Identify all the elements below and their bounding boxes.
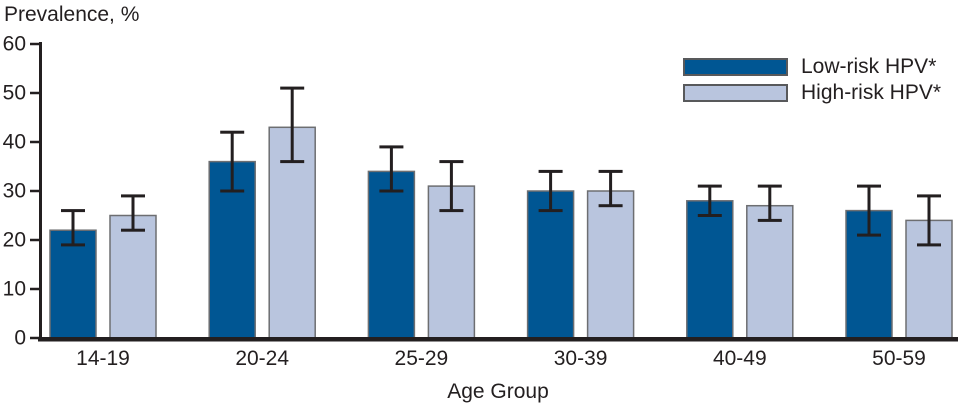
x-category-label-30-39: 30-39 <box>554 347 608 370</box>
error-bar-line-high-risk-hpv-30-39 <box>609 171 613 206</box>
bar-low-risk-hpv-25-29 <box>367 170 416 339</box>
y-tick-label: 20 <box>3 229 26 252</box>
bar-low-risk-hpv-30-39 <box>526 190 575 339</box>
bar-high-risk-hpv-30-39 <box>586 190 635 339</box>
y-tick <box>30 91 40 95</box>
error-bar-line-low-risk-hpv-50-59 <box>867 186 871 236</box>
y-tick-label: 40 <box>3 131 26 154</box>
y-tick-label: 60 <box>3 33 26 56</box>
error-bar-line-high-risk-hpv-50-59 <box>927 195 931 245</box>
error-bar-cap-top-high-risk-hpv-50-59 <box>917 194 941 198</box>
error-bar-cap-bottom-low-risk-hpv-40-49 <box>697 214 722 217</box>
y-tick <box>30 336 40 340</box>
legend-label-high-risk-hpv: High-risk HPV* <box>801 81 942 105</box>
error-bar-line-high-risk-hpv-20-24 <box>290 88 294 162</box>
error-bar-line-low-risk-hpv-25-29 <box>389 146 393 191</box>
legend-label-low-risk-hpv: Low-risk HPV* <box>801 55 937 78</box>
error-bar-cap-bottom-low-risk-hpv-14-19 <box>61 243 85 247</box>
y-tick-label: 30 <box>3 180 26 203</box>
legend-item-high-risk-hpv: High-risk HPV* <box>683 81 942 105</box>
error-bar-line-low-risk-hpv-14-19 <box>71 210 75 245</box>
error-bar-line-low-risk-hpv-20-24 <box>230 132 234 191</box>
error-bar-cap-bottom-low-risk-hpv-25-29 <box>379 189 404 193</box>
legend: Low-risk HPV* High-risk HPV* <box>683 55 942 108</box>
x-category-label-50-59: 50-59 <box>872 347 926 370</box>
error-bar-cap-top-low-risk-hpv-40-49 <box>697 184 722 188</box>
error-bar-cap-top-high-risk-hpv-20-24 <box>280 86 305 90</box>
legend-swatch-high-risk-hpv <box>683 84 788 103</box>
y-tick-label: 10 <box>3 278 26 301</box>
error-bar-cap-bottom-high-risk-hpv-40-49 <box>757 218 782 222</box>
error-bar-cap-bottom-low-risk-hpv-20-24 <box>220 189 245 193</box>
y-tick <box>30 42 40 46</box>
error-bar-cap-bottom-high-risk-hpv-20-24 <box>280 160 305 164</box>
y-tick <box>30 189 40 193</box>
x-axis-baseline <box>38 337 958 342</box>
x-category-label-25-29: 25-29 <box>395 347 449 370</box>
error-bar-cap-top-low-risk-hpv-14-19 <box>61 209 85 213</box>
bar-low-risk-hpv-14-19 <box>49 229 97 339</box>
error-bar-line-high-risk-hpv-14-19 <box>131 195 135 231</box>
error-bar-cap-top-low-risk-hpv-50-59 <box>857 184 881 188</box>
x-category-label-14-19: 14-19 <box>76 347 130 370</box>
legend-swatch-low-risk-hpv <box>683 58 788 77</box>
x-category-label-40-49: 40-49 <box>713 347 767 370</box>
error-bar-cap-top-high-risk-hpv-30-39 <box>598 169 623 173</box>
error-bar-cap-top-low-risk-hpv-25-29 <box>379 145 404 149</box>
error-bar-cap-bottom-low-risk-hpv-30-39 <box>538 209 563 213</box>
error-bar-cap-bottom-high-risk-hpv-50-59 <box>917 243 941 247</box>
error-bar-cap-bottom-high-risk-hpv-14-19 <box>121 228 145 232</box>
error-bar-cap-top-low-risk-hpv-30-39 <box>538 169 563 173</box>
y-axis-title: Prevalence, % <box>4 3 140 26</box>
legend-item-low-risk-hpv: Low-risk HPV* <box>683 55 941 78</box>
bar-low-risk-hpv-40-49 <box>686 200 734 339</box>
error-bar-line-high-risk-hpv-40-49 <box>768 186 772 221</box>
bar-high-risk-hpv-14-19 <box>109 214 157 339</box>
error-bar-cap-top-high-risk-hpv-14-19 <box>121 194 145 198</box>
error-bar-cap-top-high-risk-hpv-40-49 <box>757 184 782 188</box>
y-tick <box>30 140 40 144</box>
y-tick-label: 0 <box>14 327 26 350</box>
error-bar-cap-top-low-risk-hpv-20-24 <box>220 130 245 134</box>
error-bar-cap-bottom-low-risk-hpv-50-59 <box>857 233 881 237</box>
x-category-label-20-24: 20-24 <box>235 347 289 370</box>
error-bar-line-low-risk-hpv-30-39 <box>549 171 553 211</box>
error-bar-cap-top-high-risk-hpv-25-29 <box>439 160 464 164</box>
y-tick <box>30 287 40 291</box>
error-bar-line-low-risk-hpv-40-49 <box>708 186 712 216</box>
x-axis-title: Age Group <box>447 380 549 403</box>
bar-high-risk-hpv-40-49 <box>746 204 794 339</box>
y-axis-line <box>39 42 42 341</box>
error-bar-cap-bottom-high-risk-hpv-25-29 <box>439 209 464 213</box>
error-bar-line-high-risk-hpv-25-29 <box>449 161 453 211</box>
y-tick <box>30 238 40 242</box>
y-tick-label: 50 <box>3 82 26 105</box>
error-bar-cap-bottom-high-risk-hpv-30-39 <box>598 204 623 208</box>
